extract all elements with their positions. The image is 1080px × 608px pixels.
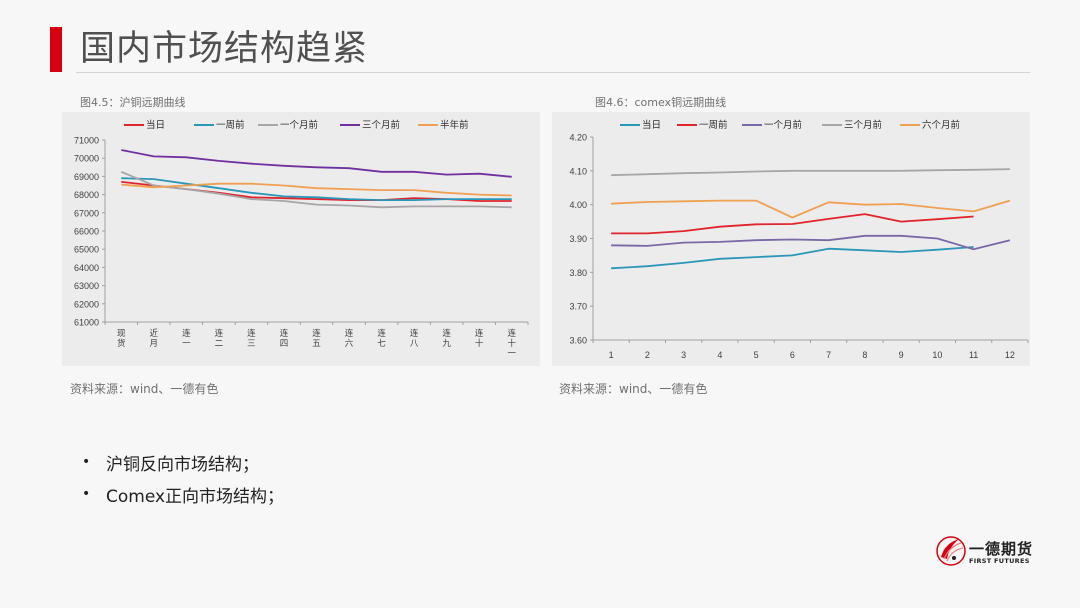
x-tick-label: 连 [312, 328, 321, 339]
legend-label: 三个月前 [362, 119, 400, 131]
chart-panel-shfe-copper: 61000 62000 63000 64000 65000 66000 67000 68000… [62, 112, 540, 366]
legend-label: 一周前 [699, 119, 728, 131]
x-tick-label: 1 [609, 350, 614, 360]
x-tick-label: 四 [280, 339, 289, 349]
y-tick-label: 66000 [74, 227, 99, 237]
chart-panel-comex-copper: 3.60 3.70 3.80 3.90 4.00 4.10 4.20 1 2 3 4 5 6 7 8 9 10 1… [552, 112, 1030, 366]
x-tick-label: 近 [150, 328, 159, 339]
y-tick-label: 64000 [74, 263, 99, 273]
series-line [611, 234, 1011, 251]
x-tick-label: 五 [312, 339, 321, 349]
series-line [611, 168, 1010, 177]
legend-label: 三个月前 [844, 119, 882, 131]
chart-comex-forward-curve: 3.603.703.803.904.004.104.201 2 3 4 5 6 7 8 9 10 1… [569, 119, 1029, 360]
series-line [121, 182, 512, 197]
y-tick-label: 4.20 [569, 133, 587, 143]
logo-emblem-icon [936, 536, 966, 566]
legend-label: 当日 [642, 119, 661, 131]
x-tick-label: 连 [215, 328, 224, 339]
x-tick-label: 货 [117, 338, 126, 349]
y-tick-label: 63000 [74, 281, 99, 291]
x-tick-label: 十 [507, 338, 516, 349]
y-tick-label: 69000 [74, 172, 99, 182]
bullet-item: • 沪铜反向市场结构； [82, 446, 284, 478]
y-tick-label: 3.90 [569, 234, 587, 244]
title-accent-bar [50, 27, 62, 72]
title-divider [76, 72, 1030, 73]
x-tick-label: 10 [932, 350, 942, 360]
y-tick-label: 67000 [74, 208, 99, 218]
x-tick-label: 一 [507, 349, 516, 359]
y-tick-label: 65000 [74, 245, 99, 255]
logo-name-en: FIRST FUTURES [969, 557, 1030, 565]
x-tick-label: 三 [247, 339, 256, 349]
legend-label: 一个月前 [764, 119, 802, 131]
bullet-item: • Comex正向市场结构； [82, 478, 284, 510]
x-tick-label: 连 [507, 328, 516, 339]
series-line [121, 177, 512, 201]
series-line [611, 246, 974, 270]
x-tick-label: 12 [1005, 350, 1015, 360]
bullet-text: Comex正向市场结构； [106, 486, 285, 507]
series-line [121, 149, 512, 178]
series-line [120, 170, 512, 209]
bullet-dot-icon: • [82, 454, 91, 470]
chart-shfe-forward-curve: 61000 62000 63000 64000 65000 66000 67000 68000… [74, 119, 529, 359]
legend-label: 一周前 [216, 119, 245, 131]
legend-label: 当日 [146, 119, 165, 131]
x-tick-label: 连 [280, 328, 289, 339]
y-tick-label: 3.70 [569, 302, 587, 312]
y-tick-label: 68000 [74, 190, 99, 200]
bullet-dot-icon: • [82, 486, 91, 502]
y-tick-label: 62000 [74, 299, 99, 309]
x-tick-label: 八 [410, 339, 419, 349]
y-tick-label: 4.10 [569, 166, 587, 176]
figure-caption-left: 图4.5：沪铜远期曲线 [80, 96, 186, 109]
y-tick-label: 71000 [74, 136, 99, 146]
x-tick-label: 九 [442, 339, 451, 349]
x-tick-label: 9 [899, 350, 904, 360]
company-logo: 一德期货 FIRST FUTURES [935, 535, 1035, 571]
bullet-text: 沪铜反向市场结构； [106, 454, 259, 475]
x-tick-label: 连 [442, 328, 451, 339]
x-tick-label: 8 [862, 350, 867, 360]
x-tick-label: 2 [645, 350, 650, 360]
x-tick-label: 连 [182, 328, 191, 339]
source-note-right: 资料来源：wind、一德有色 [559, 382, 708, 396]
x-tick-label: 二 [215, 339, 224, 349]
x-tick-label: 十 [475, 338, 484, 349]
logo-name-cn: 一德期货 [969, 540, 1034, 558]
y-tick-label: 3.60 [569, 336, 587, 346]
x-tick-label: 六 [345, 338, 354, 349]
legend-label: 半年前 [440, 119, 469, 131]
x-tick-label: 连 [345, 328, 354, 339]
bullet-list: • 沪铜反向市场结构； • Comex正向市场结构； [82, 446, 284, 510]
x-tick-label: 4 [717, 350, 722, 360]
series-line [611, 213, 974, 235]
y-tick-label: 70000 [74, 154, 99, 164]
series-line [611, 199, 1011, 219]
x-tick-label: 现 [117, 329, 126, 339]
x-tick-label: 6 [790, 350, 795, 360]
legend-label: 一个月前 [280, 119, 318, 131]
x-tick-label: 连 [247, 328, 256, 339]
x-tick-label: 7 [826, 350, 831, 360]
x-tick-label: 5 [754, 350, 759, 360]
legend-label: 六个月前 [922, 119, 960, 131]
x-tick-label: 一 [182, 339, 191, 349]
x-tick-label: 连 [377, 328, 386, 339]
y-tick-label: 61000 [74, 318, 99, 328]
x-tick-label: 连 [410, 328, 419, 339]
y-tick-label: 3.80 [569, 268, 587, 278]
y-tick-label: 4.00 [569, 200, 587, 210]
x-tick-label: 3 [681, 350, 686, 360]
x-tick-label: 连 [475, 328, 484, 339]
source-note-left: 资料来源：wind、一德有色 [70, 382, 219, 396]
x-tick-label: 七 [377, 339, 386, 349]
figure-caption-right: 图4.6：comex铜远期曲线 [595, 96, 727, 109]
x-tick-label: 11 [969, 350, 978, 360]
x-tick-label: 月 [150, 339, 159, 349]
page-title: 国内市场结构趋紧 [80, 29, 369, 69]
